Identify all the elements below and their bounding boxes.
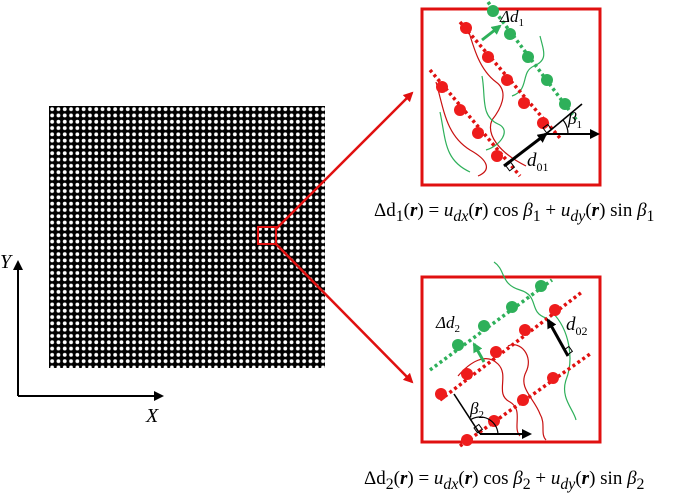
zoom-arrow-upper: [275, 91, 414, 230]
panel-1-red-dot: [436, 81, 448, 93]
panel-2-right-angle-mark: [473, 423, 484, 434]
panel-1-red-dot: [472, 127, 484, 139]
eq2-u1-sub: dx: [443, 475, 459, 493]
panel-1-angle-arc: [562, 119, 569, 135]
panel-1-red-dot: [518, 97, 530, 109]
panel-2-green-dot: [506, 301, 518, 313]
panel-1-red-dot: [501, 74, 513, 86]
panel-1-green-dotted-line: [486, 0, 580, 124]
zoom-region-box: [257, 226, 277, 245]
lattice-image: [49, 106, 325, 368]
panel-2-green-dot: [478, 320, 490, 332]
panel-2-red-dot: [490, 346, 502, 358]
panel-2-delta-label: Δd2: [435, 313, 460, 335]
eq1-u2: u: [560, 200, 571, 221]
panel-1-green-dot: [487, 5, 499, 17]
eq1-r: r: [409, 200, 418, 221]
panel-1-delta-label: Δd1: [499, 7, 524, 29]
panel-1-green-fringe-2: [481, 75, 505, 151]
panel-1-green-dot: [559, 98, 571, 110]
panel-2-red-dot: [517, 394, 529, 406]
eq1-r: r: [591, 200, 600, 221]
panel-1-right-angle-mark: [505, 161, 516, 172]
eq1-beta-sub: 1: [532, 207, 541, 225]
panel-2-d-label: d02: [566, 314, 588, 338]
eq2-lhs: Δd: [364, 468, 386, 489]
panel-1-red-dot: [482, 51, 494, 63]
panel-2-red-dot: [488, 415, 500, 427]
eq2-u2: u: [550, 468, 561, 489]
panel-2-red-dot: [547, 372, 559, 384]
panel-2-green-dotted-line: [428, 278, 554, 372]
panel-1-red-dotted-line-1: [428, 68, 522, 178]
x-axis-label: X: [145, 405, 159, 427]
panel-2-red-dot: [549, 304, 561, 316]
eq2-beta: β: [513, 468, 523, 489]
panel-1-red-fringe-1: [435, 81, 487, 177]
equation-1: Δd1(r) = udx(r) cos β1 + udy(r) sin β1: [374, 200, 655, 225]
panel-1-beta-label: β1: [567, 109, 582, 131]
equation-2: Δd2(r) = udx(r) cos β2 + udy(r) sin β2: [364, 468, 645, 493]
eq1-beta: β: [637, 200, 647, 221]
eq2-u2-sub: dy: [560, 475, 576, 493]
eq2-u1: u: [433, 468, 444, 489]
panel-2-green-dot: [452, 339, 464, 351]
panel-1-d-label: d01: [527, 150, 549, 174]
panel-1-right-angle-mark: [542, 123, 553, 134]
panel-2-red-dot: [519, 324, 531, 336]
panel-1-red-dot: [460, 22, 472, 34]
panel-1-red-dot: [491, 150, 503, 162]
panel-1-green-dot: [541, 74, 553, 86]
panel-2-green-dot: [535, 280, 547, 292]
panel-2-red-fringe-1: [457, 358, 521, 437]
y-axis-label: Y: [0, 251, 13, 273]
eq1-u1: u: [443, 200, 454, 221]
panel-2-red-dot: [435, 388, 447, 400]
panel-2-green-fringe-1: [493, 261, 547, 319]
panel-1-red-dot: [537, 117, 549, 129]
eq1-u2-sub: dy: [570, 207, 586, 225]
panel-2-beta-label: β2: [469, 399, 484, 421]
panel-2-right-angle-mark: [563, 345, 574, 356]
panel-2-red-dot: [461, 368, 473, 380]
eq1-cos: cos: [493, 200, 519, 221]
eq1-sin: sin: [610, 200, 633, 221]
panel-1-delta-arrow: [481, 24, 502, 42]
zoom-arrow-lower: [275, 243, 414, 384]
eq1-beta-sub: 1: [646, 207, 655, 225]
eq1-beta: β: [523, 200, 533, 221]
eq2-beta: β: [627, 468, 637, 489]
eq1-u1-sub: dx: [453, 207, 469, 225]
eq2-beta-sub: 2: [636, 475, 645, 493]
panel-2: Δd2 d02 β2: [420, 261, 602, 448]
panel-2-green-fringe-2: [551, 311, 577, 421]
panel-1-normal-line: [545, 103, 583, 135]
panel-2-delta-arrow: [472, 342, 486, 363]
eq2-r: r: [464, 468, 473, 489]
panel-2-red-fringe-2: [507, 344, 547, 441]
panel-1-red-dot: [454, 104, 466, 116]
eq1-lhs-sub: 1: [395, 207, 404, 225]
panel-2-angle-arc: [469, 416, 499, 435]
panel-1-green-fringe-1: [439, 111, 471, 173]
eq2-sin: sin: [600, 468, 623, 489]
eq1-r: r: [474, 200, 483, 221]
panel-2-red-dot: [461, 434, 473, 446]
panel-1-green-dot: [504, 28, 516, 40]
panel-1-green-dot: [522, 51, 534, 63]
eq2-cos: cos: [483, 468, 509, 489]
panel-1: Δd1 d01 β1: [420, 0, 602, 187]
eq2-r: r: [399, 468, 408, 489]
eq2-r: r: [581, 468, 590, 489]
eq2-beta-sub: 2: [522, 475, 531, 493]
eq1-lhs: Δd: [374, 200, 396, 221]
panel-1-d-arrow: [503, 132, 548, 168]
eq2-lhs-sub: 2: [385, 475, 394, 493]
